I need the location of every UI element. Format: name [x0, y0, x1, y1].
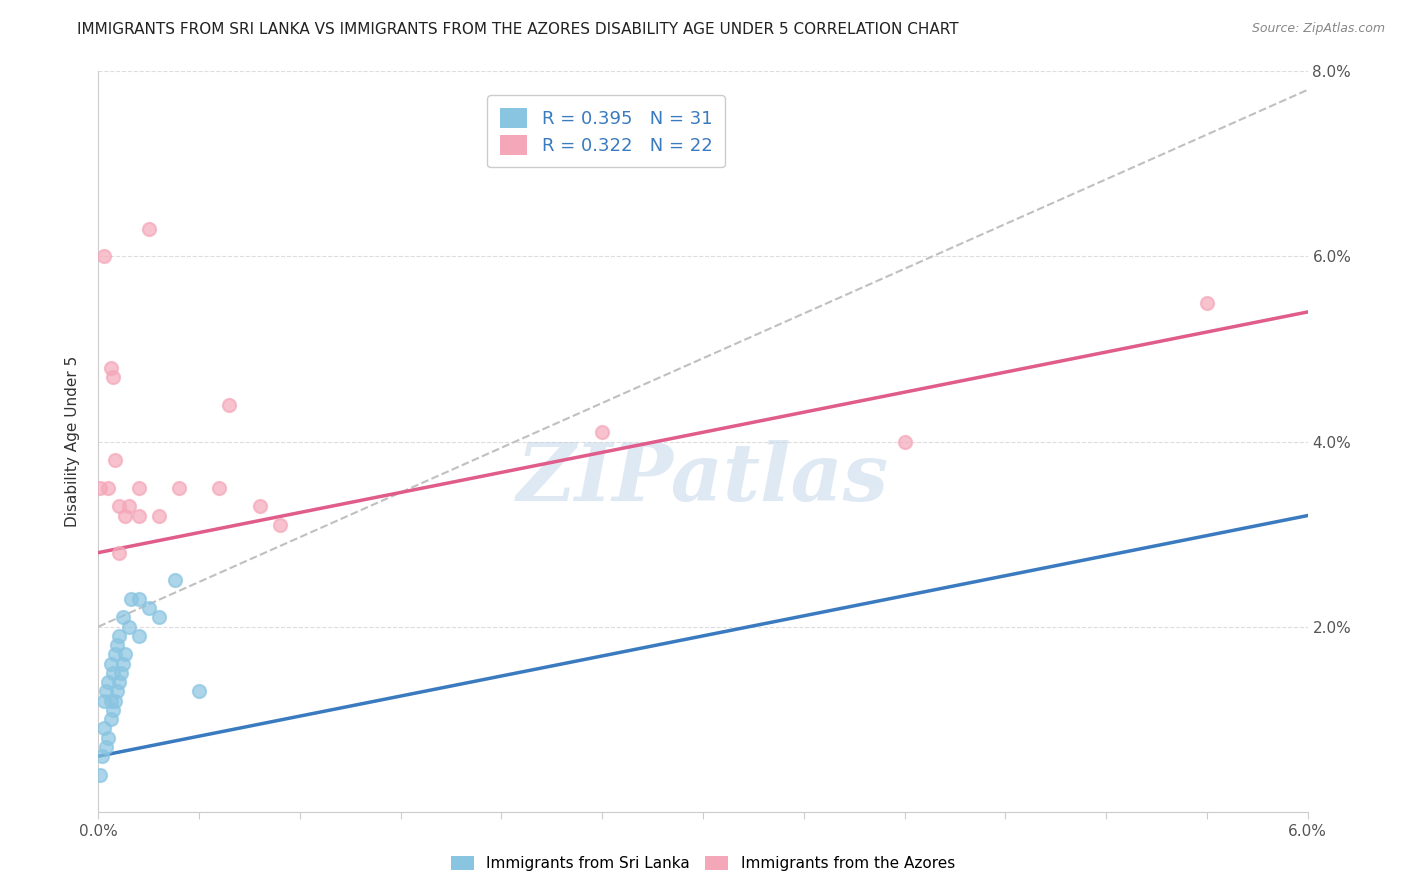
Point [128, 508, 150, 523]
Point [105, 638, 128, 652]
Point [107, 629, 129, 643]
Point [93, 250, 115, 264]
Point [103, 453, 125, 467]
Point [138, 601, 160, 615]
Legend: Immigrants from Sri Lanka, Immigrants from the Azores: Immigrants from Sri Lanka, Immigrants fr… [446, 850, 960, 877]
Point [107, 545, 129, 560]
Point [107, 675, 129, 690]
Point [111, 657, 134, 671]
Point [97, 731, 120, 745]
Point [97, 481, 120, 495]
Point [1195, 295, 1218, 310]
Point [128, 481, 150, 495]
Point [118, 500, 141, 514]
Y-axis label: Disability Age Under 5: Disability Age Under 5 [65, 356, 80, 527]
Text: Source: ZipAtlas.com: Source: ZipAtlas.com [1251, 22, 1385, 36]
Point [96, 684, 118, 698]
Point [114, 508, 136, 523]
Point [591, 425, 613, 440]
Point [249, 500, 271, 514]
Point [100, 657, 122, 671]
Point [893, 434, 915, 449]
Point [101, 665, 124, 680]
Point [101, 703, 124, 717]
Point [100, 360, 122, 375]
Point [128, 629, 150, 643]
Text: IMMIGRANTS FROM SRI LANKA VS IMMIGRANTS FROM THE AZORES DISABILITY AGE UNDER 5 C: IMMIGRANTS FROM SRI LANKA VS IMMIGRANTS … [77, 22, 959, 37]
Point [148, 508, 170, 523]
Point [96, 739, 118, 754]
Point [97, 675, 120, 690]
Point [103, 648, 125, 662]
Point [100, 712, 122, 726]
Point [114, 648, 136, 662]
Point [91, 749, 114, 764]
Point [103, 694, 125, 708]
Point [101, 369, 124, 384]
Point [120, 591, 142, 606]
Point [208, 481, 231, 495]
Point [148, 610, 170, 624]
Point [167, 481, 190, 495]
Point [111, 610, 134, 624]
Point [107, 500, 129, 514]
Point [100, 694, 122, 708]
Legend: R = 0.395   N = 31, R = 0.322   N = 22: R = 0.395 N = 31, R = 0.322 N = 22 [488, 95, 725, 168]
Point [89, 481, 111, 495]
Point [138, 221, 160, 235]
Point [89, 767, 111, 781]
Point [188, 684, 211, 698]
Point [163, 574, 186, 588]
Point [105, 684, 128, 698]
Point [218, 398, 240, 412]
Text: ZIPatlas: ZIPatlas [517, 440, 889, 517]
Point [128, 591, 150, 606]
Point [110, 665, 132, 680]
Point [93, 722, 115, 736]
Point [118, 619, 141, 633]
Point [93, 694, 115, 708]
Point [269, 517, 291, 532]
